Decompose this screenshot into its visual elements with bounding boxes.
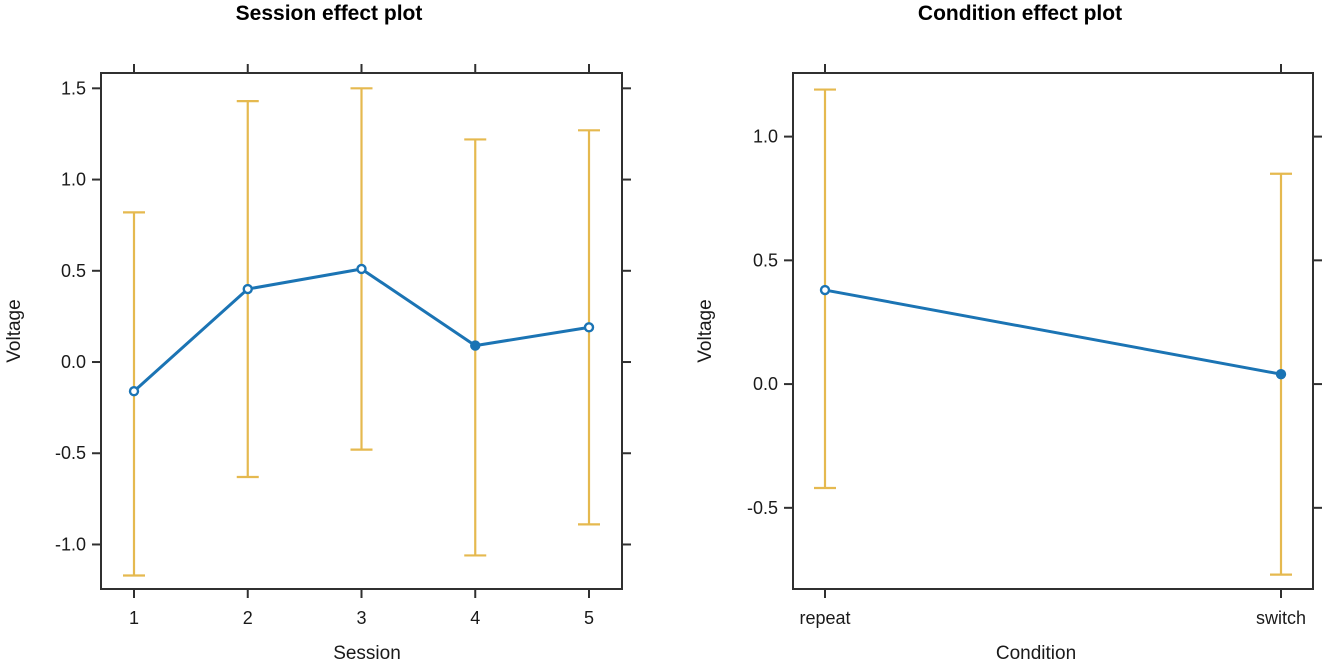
data-point (583, 322, 595, 333)
session-plot-canvas: 1 2 3 4 5 1.5 1.0 0.5 0.0 -0.5 -1.0 (55, 64, 631, 628)
session-plot-title: Session effect plot (235, 2, 423, 25)
condition-effect-panel: Condition effect plot Voltage Condition … (664, 0, 1328, 670)
data-point (819, 284, 831, 296)
condition-plot-canvas: repeat switch 1.0 0.5 0.0 -0.5 (747, 64, 1322, 628)
y-tick-label: 0.0 (61, 352, 86, 372)
condition-plot-title: Condition effect plot (917, 2, 1123, 25)
data-point (128, 386, 140, 397)
y-tick-label: 1.0 (61, 170, 86, 190)
data-point (242, 283, 253, 295)
x-tick-label: 2 (243, 608, 253, 628)
y-tick-label: -0.5 (55, 443, 86, 463)
session-plot-x-axis-label: Session (333, 643, 401, 664)
y-tick-label: 1.0 (753, 127, 778, 147)
x-tick-label: 4 (470, 608, 480, 628)
y-tick-label: -1.0 (55, 534, 86, 554)
y-tick-label: 0.5 (753, 250, 778, 270)
effect-line (823, 288, 1283, 376)
y-tick-label: -0.5 (747, 498, 778, 518)
x-tick-label: repeat (799, 608, 850, 628)
x-tick-label: 5 (584, 608, 594, 628)
y-tick-label: 0.0 (753, 374, 778, 394)
data-point (1275, 368, 1287, 380)
data-point (356, 263, 367, 275)
data-point (470, 340, 481, 351)
condition-plot-x-axis-label: Condition (995, 643, 1077, 664)
plot-box (792, 72, 1314, 590)
x-tick-label: 3 (356, 608, 366, 628)
y-tick-label: 1.5 (61, 78, 86, 98)
x-tick-label: 1 (129, 608, 139, 628)
y-tick-label: 0.5 (61, 261, 86, 281)
x-tick-label: switch (1256, 608, 1306, 628)
